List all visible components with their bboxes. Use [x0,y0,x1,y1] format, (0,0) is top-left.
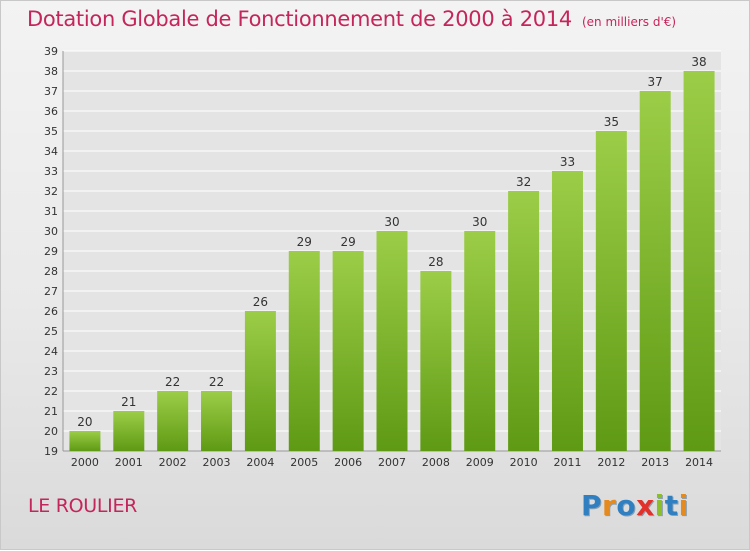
y-tick-label: 20 [44,425,58,438]
bar-value-label: 37 [648,75,663,89]
x-tick-label: 2003 [203,456,231,469]
proxiti-logo: Proxiti [581,489,689,522]
y-tick-label: 36 [44,105,58,118]
commune-name: LE ROULIER [28,495,138,517]
x-tick-label: 2004 [246,456,274,469]
y-tick-label: 28 [44,265,58,278]
logo-letter: i [654,489,665,522]
bar [288,251,320,451]
chart-title-main: Dotation Globale de Fonctionnement de 20… [27,7,572,31]
y-tick-label: 22 [44,385,58,398]
bar-value-label: 38 [691,55,706,69]
bar-value-label: 26 [253,295,268,309]
y-tick-label: 19 [44,445,58,458]
bar [683,71,715,451]
x-tick-label: 2014 [685,456,713,469]
x-tick-label: 2008 [422,456,450,469]
bar-value-label: 22 [209,375,224,389]
x-tick-label: 2011 [553,456,581,469]
bar-value-label: 33 [560,155,575,169]
y-tick-label: 37 [44,85,58,98]
y-tick-label: 21 [44,405,58,418]
x-tick-label: 2007 [378,456,406,469]
bar [639,91,671,451]
x-tick-label: 2009 [466,456,494,469]
chart-title: Dotation Globale de Fonctionnement de 20… [27,7,676,31]
bar-value-label: 22 [165,375,180,389]
x-tick-label: 2006 [334,456,362,469]
x-tick-label: 2001 [115,456,143,469]
bar [464,231,496,451]
y-tick-label: 26 [44,305,58,318]
logo-letter: t [664,489,679,522]
bar [69,431,101,451]
y-tick-label: 39 [44,45,58,58]
x-tick-label: 2010 [510,456,538,469]
x-tick-label: 2012 [597,456,625,469]
bar-value-label: 30 [472,215,487,229]
logo-letter: i [678,489,689,522]
y-tick-label: 30 [44,225,58,238]
x-tick-label: 2005 [290,456,318,469]
chart-title-unit: (en milliers d'€) [581,15,677,29]
y-tick-label: 35 [44,125,58,138]
bar [244,311,276,451]
bar-value-label: 29 [340,235,355,249]
logo-letter: x [636,489,655,522]
bar [595,131,627,451]
bar-value-label: 21 [121,395,136,409]
bar [376,231,408,451]
bar [420,271,452,451]
y-tick-label: 24 [44,345,58,358]
logo-letter: P [581,489,603,522]
bar [157,391,189,451]
y-tick-label: 27 [44,285,58,298]
x-tick-label: 2002 [159,456,187,469]
logo-letter: o [616,489,637,522]
y-tick-label: 38 [44,65,58,78]
y-tick-label: 34 [44,145,58,158]
bar-value-label: 28 [428,255,443,269]
y-tick-label: 33 [44,165,58,178]
y-tick-label: 25 [44,325,58,338]
bar [201,391,233,451]
y-tick-label: 32 [44,185,58,198]
bar-value-label: 35 [604,115,619,129]
bar-value-label: 30 [384,215,399,229]
logo-letter: r [602,489,617,522]
bar-value-label: 29 [297,235,312,249]
y-tick-label: 31 [44,205,58,218]
x-tick-label: 2013 [641,456,669,469]
x-tick-label: 2000 [71,456,99,469]
bar [113,411,145,451]
bar-value-label: 32 [516,175,531,189]
y-tick-label: 29 [44,245,58,258]
bar [551,171,583,451]
bar [508,191,540,451]
bar [332,251,364,451]
y-tick-label: 23 [44,365,58,378]
bar-value-label: 20 [77,415,92,429]
